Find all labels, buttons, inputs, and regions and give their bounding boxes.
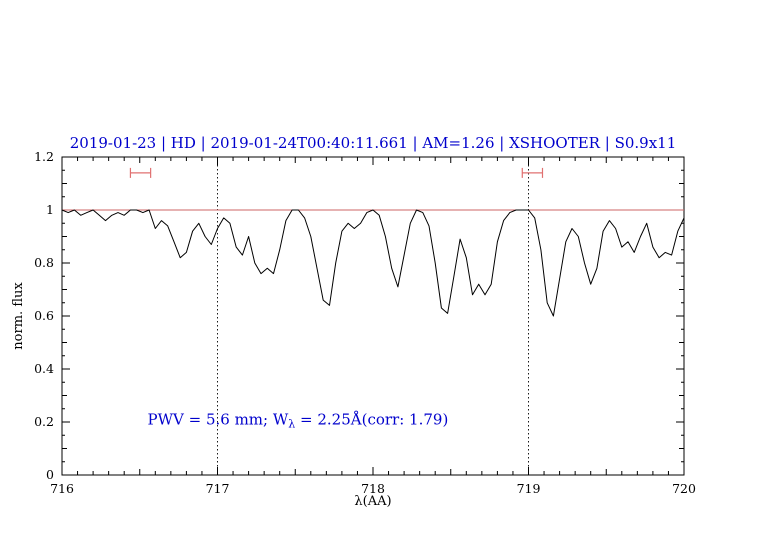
x-tick-label: 718 [361,481,385,496]
x-tick-label: 720 [672,481,696,496]
y-axis-label: norm. flux [11,282,26,350]
pwv-annotation-post: = 2.25Å(corr: 1.79) [295,411,448,429]
plot-content [61,157,685,475]
spectrum-line [61,209,685,317]
y-tick-label: 0.2 [34,414,54,429]
pwv-annotation: PWV = 5.6 mm; Wλ = 2.25Å(corr: 1.79) [148,411,449,431]
y-tick-label: 0.4 [34,361,54,376]
x-tick-label: 716 [50,481,74,496]
y-tick-label: 1 [46,202,54,217]
x-tick-label: 719 [517,481,541,496]
y-tick-label: 0 [46,467,54,482]
x-tick-label: 717 [206,481,230,496]
y-tick-label: 0.8 [34,255,54,270]
x-axis-label: λ(AA) [354,494,391,509]
axes: 716 717 718 719 720 0 0.2 0.4 0.6 0.8 1 1.2 [34,149,696,496]
y-tick-label: 1.2 [34,149,54,164]
pwv-annotation-subscript: λ [288,418,295,431]
y-tick-label: 0.6 [34,308,54,323]
pwv-annotation-pre: PWV = 5.6 mm; W [148,411,289,429]
plot-title: 2019-01-23 | HD | 2019-01-24T00:40:11.66… [70,134,677,152]
